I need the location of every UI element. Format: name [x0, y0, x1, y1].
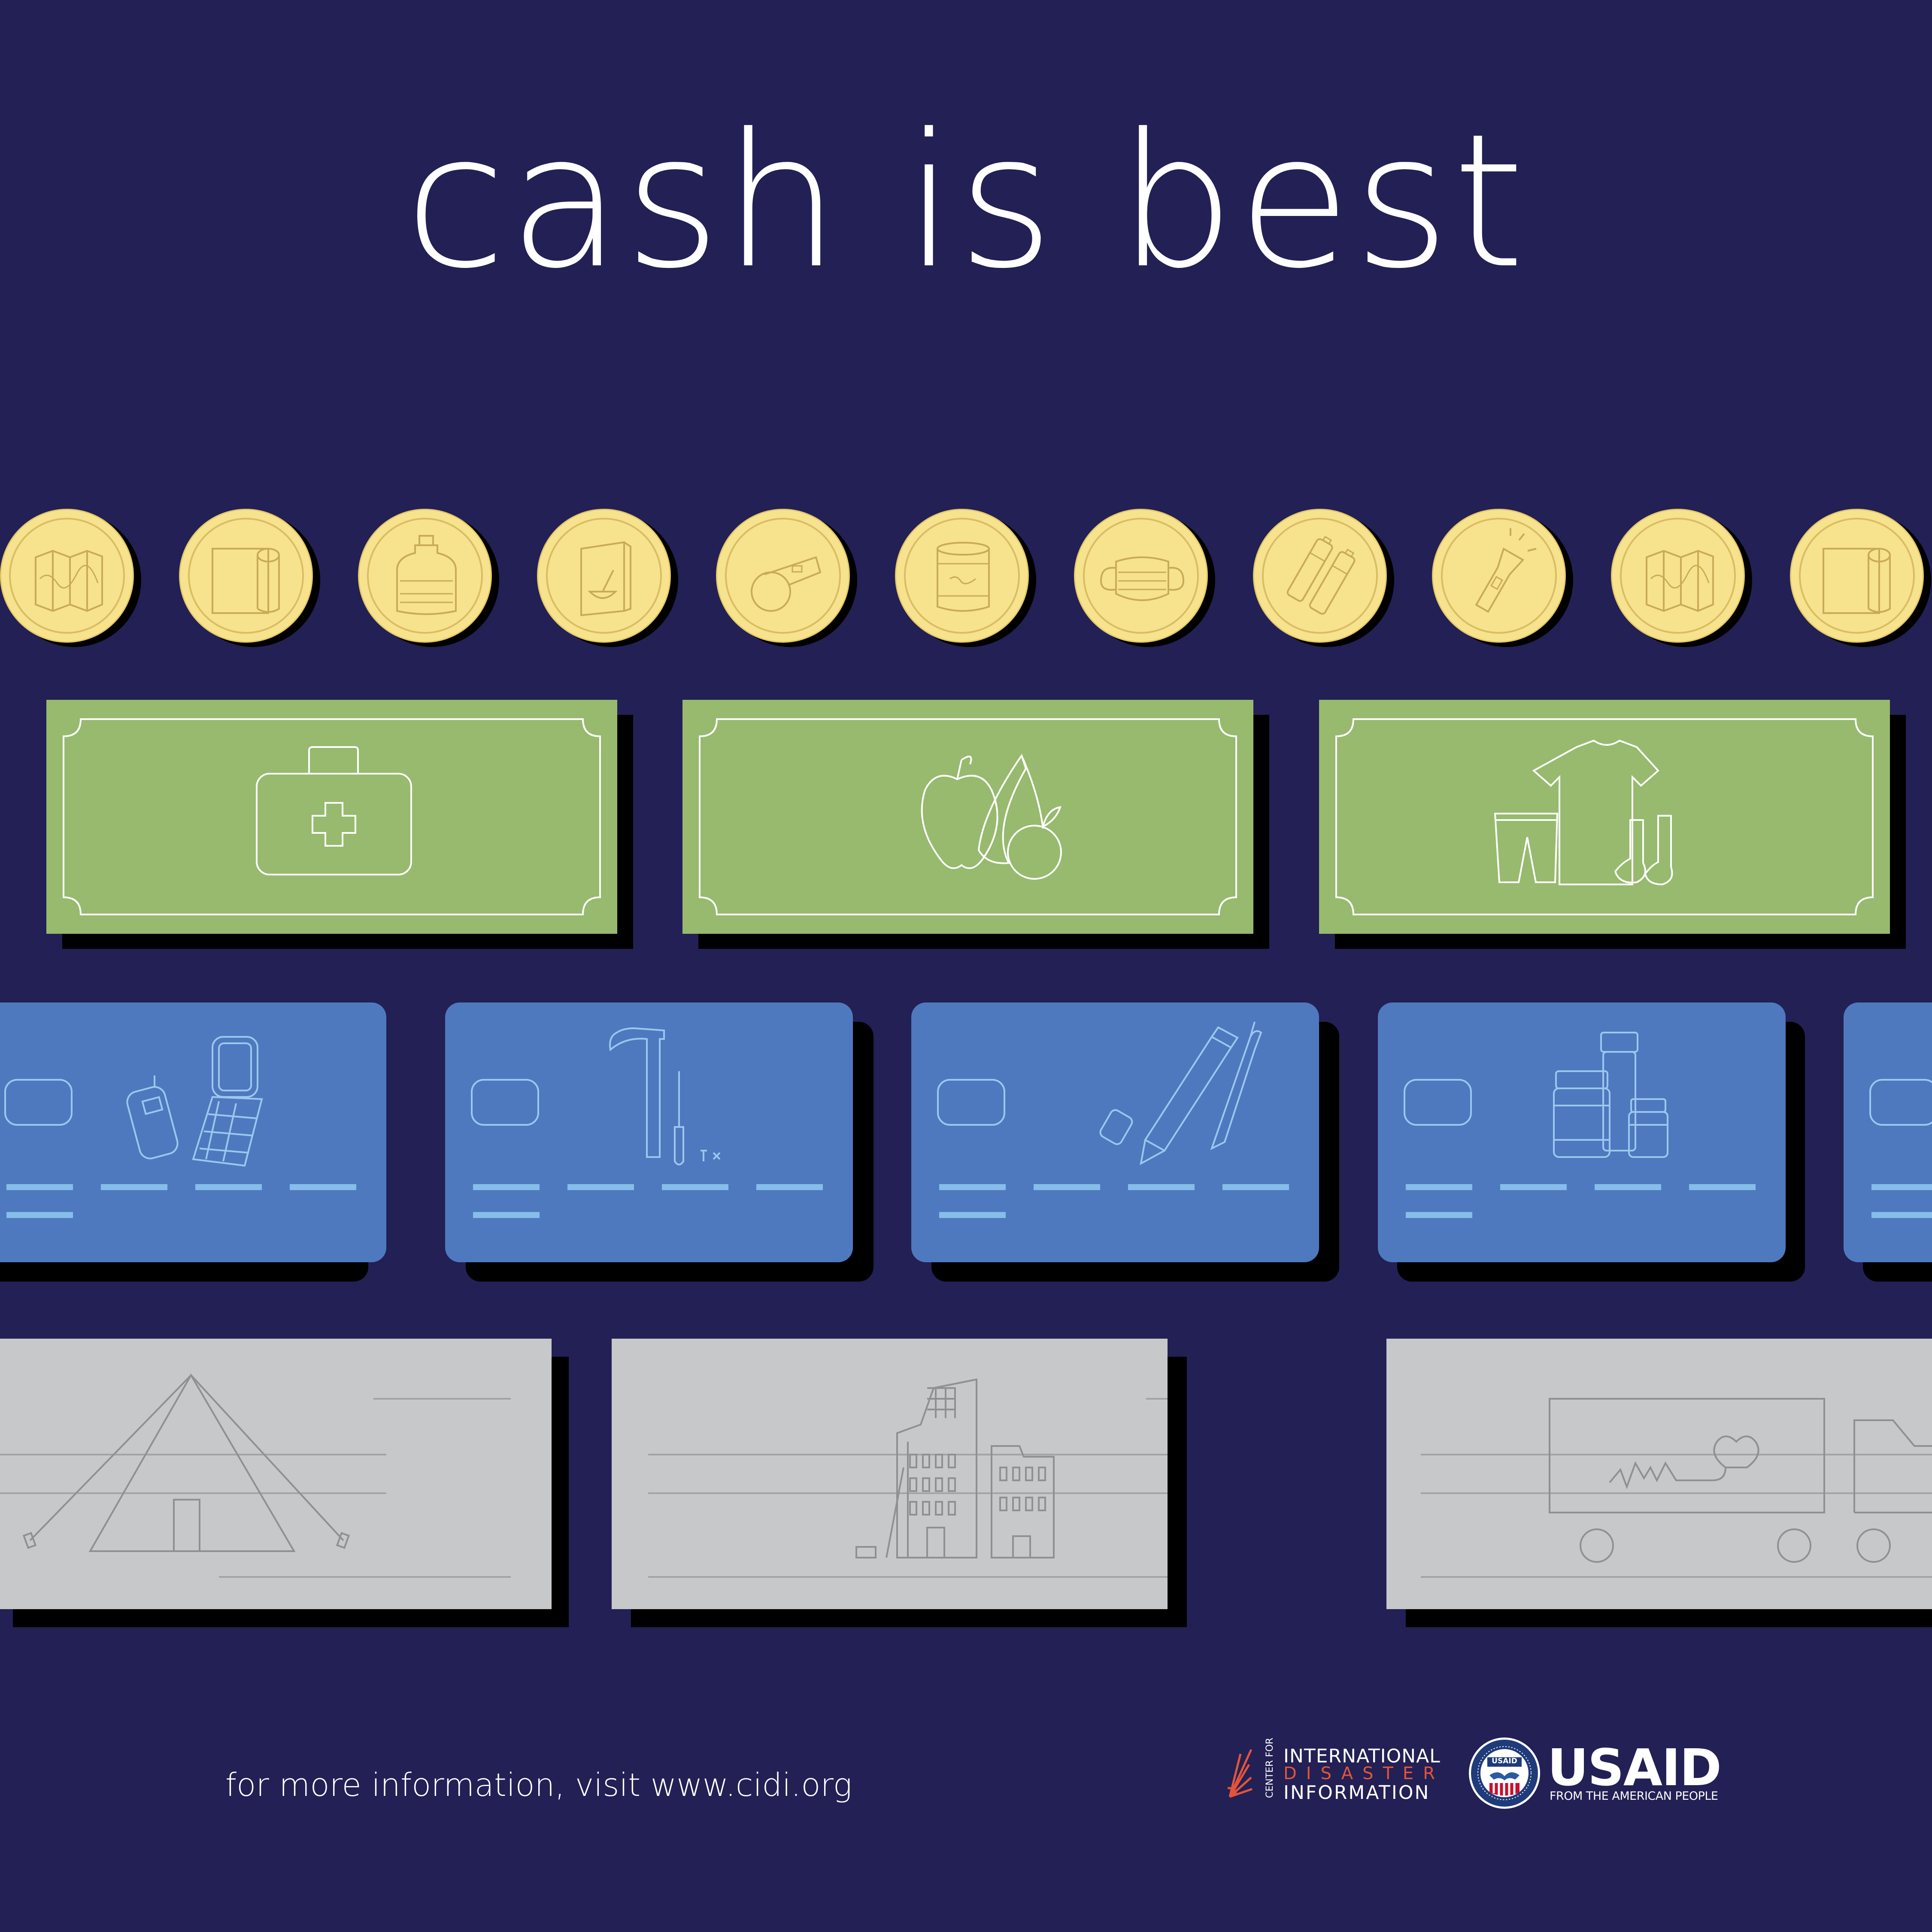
card-number-stripes: [1871, 1184, 1932, 1218]
tools-icon: [609, 1027, 721, 1166]
check-lines: [648, 1398, 1168, 1578]
check-lines: [1421, 1454, 1932, 1578]
bill-fruit: [682, 700, 1253, 934]
coin-face-mask: [1074, 509, 1208, 643]
footer-info-text[interactable]: for more information, visit www.cidi.org: [225, 1767, 852, 1804]
bill-first-aid: [46, 700, 617, 934]
card-number-stripes: [6, 1184, 356, 1218]
card-chip: [937, 1079, 1005, 1126]
pencils-icon: [1099, 1021, 1262, 1165]
coin-whistle: [716, 509, 850, 643]
card-chip: [1869, 1079, 1932, 1126]
coin-water-jug: [358, 509, 492, 643]
check-tent: [0, 1339, 552, 1609]
card-chip: [4, 1079, 73, 1126]
card-chip: [471, 1079, 539, 1126]
cidi-line3: INFORMATION: [1283, 1782, 1430, 1804]
check-buildings: [612, 1339, 1168, 1609]
coin-flashlight: [1432, 509, 1566, 643]
cereal-box-icon: [580, 541, 631, 617]
whistle-icon: [751, 556, 822, 612]
first-aid-kit-icon: [256, 746, 412, 875]
bill-clothing: [1319, 700, 1890, 934]
fruit-icon: [921, 753, 1062, 880]
coin-paper-towel: [179, 509, 313, 643]
cidi-line1: INTERNATIONAL: [1283, 1745, 1441, 1767]
cidi-sunburst-icon: [1227, 1749, 1253, 1798]
coin-map: [1611, 509, 1745, 643]
card-number-stripes: [1406, 1184, 1756, 1218]
mobile-phones-icon: [126, 1036, 263, 1167]
face-mask-icon: [1100, 556, 1185, 601]
coin-cereal-box: [537, 509, 671, 643]
card-tools: [445, 1002, 853, 1262]
poster-title: cash is best: [404, 94, 1528, 309]
card-chip: [1404, 1079, 1472, 1126]
paper-towel-icon: [212, 548, 280, 614]
tent-icon: [22, 1373, 350, 1552]
flashlight-icon: [1475, 528, 1537, 613]
map-icon: [35, 550, 103, 612]
medical-truck-icon: [1549, 1398, 1932, 1563]
bill-border: [699, 718, 1237, 915]
map-icon: [1646, 550, 1714, 612]
paper-towel-icon: [1823, 548, 1891, 614]
usaid-seal-icon: [1469, 1738, 1540, 1809]
card-pencils: [911, 1002, 1319, 1262]
card-medicine: [1378, 1002, 1786, 1262]
coin-batteries: [1253, 509, 1387, 643]
card-number-stripes: [939, 1184, 1289, 1218]
card-partial: [1844, 1002, 1932, 1262]
coin-canned-food: [895, 509, 1029, 643]
check-lines: [0, 1398, 511, 1578]
water-jug-icon: [396, 535, 457, 615]
usaid-tagline: FROM THE AMERICAN PEOPLE: [1550, 1789, 1718, 1803]
coin-map: [0, 509, 134, 643]
canned-food-icon: [937, 542, 990, 612]
usaid-seal-text: USAID: [1492, 1757, 1517, 1765]
medicine-bottles-icon: [1553, 1032, 1668, 1158]
clothing-icon: [1494, 739, 1673, 886]
card-number-stripes: [473, 1184, 823, 1218]
bill-border: [1335, 718, 1874, 915]
check-medical-truck: [1386, 1339, 1932, 1609]
card-mobile-phones: [0, 1002, 386, 1262]
usaid-name: USAID: [1547, 1738, 1722, 1797]
batteries-icon: [1286, 535, 1356, 615]
coin-paper-towel: [1790, 509, 1924, 643]
cidi-center-for: CENTER FOR: [1265, 1738, 1275, 1798]
damaged-buildings-icon: [855, 1378, 1055, 1558]
bill-border: [63, 718, 601, 915]
cidi-line2: DISASTER: [1283, 1764, 1444, 1783]
